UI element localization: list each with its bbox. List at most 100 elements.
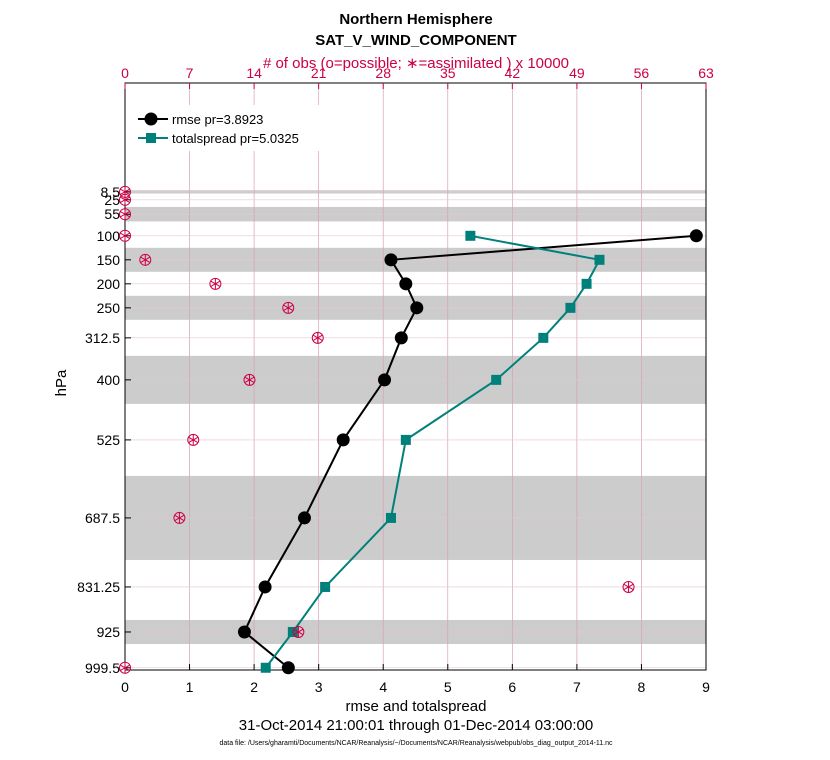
- obs-assimilated-star: [312, 334, 323, 342]
- top-tick-label: 42: [505, 65, 521, 81]
- y-tick-label: 25: [104, 192, 120, 208]
- x-tick-label: 2: [250, 679, 258, 695]
- y-tick-label: 312.5: [85, 330, 120, 346]
- plot-frame: [124, 82, 707, 671]
- obs-assimilated-star: [210, 280, 221, 288]
- obs-marker: [119, 661, 131, 674]
- obs-assimilated-star: [174, 514, 185, 522]
- chart-title: Northern Hemisphere: [339, 11, 492, 28]
- y-tick-label: 8.5: [101, 184, 121, 200]
- date-range: 31-Oct-2014 21:00:01 through 01-Dec-2014…: [239, 717, 593, 734]
- rmse-point: [410, 301, 424, 315]
- footnote: data file: /Users/gharamti/Documents/NCA…: [219, 740, 613, 747]
- top-tick-label: 35: [440, 65, 456, 81]
- y-tick-label: 200: [97, 276, 121, 292]
- totalspread-point: [538, 332, 549, 343]
- rmse-point: [689, 229, 703, 243]
- obs-marker: [187, 433, 200, 446]
- rmse-point: [394, 331, 408, 345]
- chart-subtitle: SAT_V_WIND_COMPONENT: [315, 32, 516, 49]
- obs-marker: [209, 277, 222, 290]
- obs-assimilated-star: [293, 628, 304, 636]
- obs-marker: [119, 193, 131, 206]
- top-tick-label: 56: [634, 65, 650, 81]
- obs-assimilated-star: [623, 583, 634, 591]
- obs-marker: [622, 580, 635, 593]
- totalspread-point: [491, 374, 502, 385]
- top-axis-label: # of obs (o=possible; ∗=assimilated ) x …: [263, 55, 569, 72]
- x-tick-label: 5: [444, 679, 452, 695]
- legend-rmse-marker: [144, 112, 158, 126]
- obs-assimilated-star: [119, 664, 131, 671]
- y-tick-label: 831.25: [77, 579, 120, 595]
- rmse-point: [336, 433, 350, 447]
- obs-assimilated-star: [140, 256, 151, 263]
- y-tick-label: 687.5: [85, 510, 120, 526]
- top-tick-label: 49: [569, 65, 585, 81]
- rmse-point: [384, 253, 398, 267]
- obs-marker: [139, 253, 152, 266]
- totalspread-point: [260, 662, 271, 673]
- obs-assimilated-star: [119, 211, 131, 218]
- rmse-point: [399, 277, 413, 291]
- totalspread-point: [581, 278, 592, 289]
- top-tick-label: 0: [121, 65, 129, 81]
- obs-marker: [292, 625, 305, 638]
- top-tick-label: 28: [375, 65, 391, 81]
- y-tick-label: 100: [97, 228, 121, 244]
- totalspread-point: [465, 230, 476, 241]
- x-axis-label: rmse and totalspread: [346, 698, 487, 715]
- x-tick-label: 3: [315, 679, 323, 695]
- obs-marker: [173, 511, 186, 524]
- totalspread-point: [594, 254, 605, 265]
- totalspread-point: [385, 512, 396, 523]
- x-tick-label: 4: [379, 679, 387, 695]
- obs-marker: [311, 331, 324, 344]
- y-tick-label: 400: [97, 372, 121, 388]
- totalspread-point: [400, 434, 411, 445]
- obs-marker: [243, 373, 256, 386]
- y-axis-label: hPa: [53, 369, 70, 396]
- y-tick-label: 150: [97, 252, 121, 268]
- x-tick-label: 8: [638, 679, 646, 695]
- x-tick-label: 9: [702, 679, 710, 695]
- obs-assimilated-star: [188, 436, 199, 444]
- totalspread-point: [320, 581, 331, 592]
- rmse-point: [281, 661, 295, 675]
- legend-rmse-label: rmse pr=3.8923: [172, 112, 263, 127]
- y-tick-label: 250: [97, 300, 121, 316]
- axes: 0 1 2 3 4 5 6 7 8 90 7 14 21 28 35 42 49 56 638.5255510015…: [77, 65, 714, 695]
- top-tick-label: 63: [698, 65, 714, 81]
- x-tick-label: 7: [573, 679, 581, 695]
- top-tick-label: 21: [311, 65, 327, 81]
- legend-totalspread-marker: [146, 133, 156, 143]
- top-tick-label: 14: [246, 65, 262, 81]
- y-tick-label: 999.5: [85, 660, 120, 676]
- rmse-point: [258, 580, 272, 594]
- y-tick-label: 525: [97, 432, 121, 448]
- obs-assimilated-star: [283, 304, 294, 312]
- obs-assimilated-star: [244, 376, 255, 384]
- obs-marker: [119, 229, 131, 242]
- obs-assimilated-star: [119, 196, 131, 203]
- top-tick-label: 7: [186, 65, 194, 81]
- x-tick-label: 6: [508, 679, 516, 695]
- legend-totalspread-label: totalspread pr=5.0325: [172, 131, 299, 146]
- legend-box: [134, 105, 324, 151]
- x-tick-label: 0: [121, 679, 129, 695]
- obs-marker: [282, 301, 295, 314]
- obs-marker: [119, 208, 131, 221]
- legend: rmse pr=3.8923 totalspread pr=5.0325: [134, 105, 324, 151]
- y-tick-label: 55: [104, 206, 120, 222]
- rmse-point: [297, 511, 311, 525]
- y-tick-label: 925: [97, 624, 121, 640]
- x-tick-label: 1: [186, 679, 194, 695]
- rmse-point: [237, 625, 251, 639]
- totalspread-point: [565, 302, 576, 313]
- series-layer: [237, 229, 703, 675]
- obs-layer: [119, 185, 635, 674]
- obs-assimilated-star: [119, 188, 131, 196]
- rmse-point: [378, 373, 392, 387]
- obs-assimilated-star: [119, 232, 131, 239]
